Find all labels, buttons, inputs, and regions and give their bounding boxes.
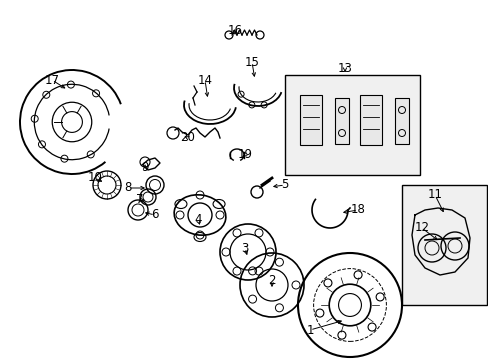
Bar [359,95,381,145]
Bar [394,98,408,144]
Text: 12: 12 [414,221,428,234]
Bar [401,185,486,305]
Text: 9: 9 [141,162,148,175]
Text: 8: 8 [124,181,131,194]
Text: 4: 4 [194,213,202,226]
Bar [334,98,348,144]
Text: 6: 6 [151,208,159,221]
Text: 16: 16 [227,23,242,36]
Bar [285,75,419,175]
Text: 11: 11 [427,189,442,202]
Text: 1: 1 [305,324,313,337]
Bar [299,95,321,145]
Text: 17: 17 [44,73,60,86]
Text: 7: 7 [136,193,143,207]
Text: 2: 2 [268,274,275,287]
Text: 10: 10 [87,171,102,184]
Text: 19: 19 [237,148,252,162]
Text: 15: 15 [244,55,259,68]
Text: 3: 3 [241,242,248,255]
Text: 5: 5 [281,179,288,192]
Text: 20: 20 [180,131,195,144]
Text: 13: 13 [337,62,352,75]
Text: 18: 18 [350,203,365,216]
Text: 14: 14 [197,73,212,86]
